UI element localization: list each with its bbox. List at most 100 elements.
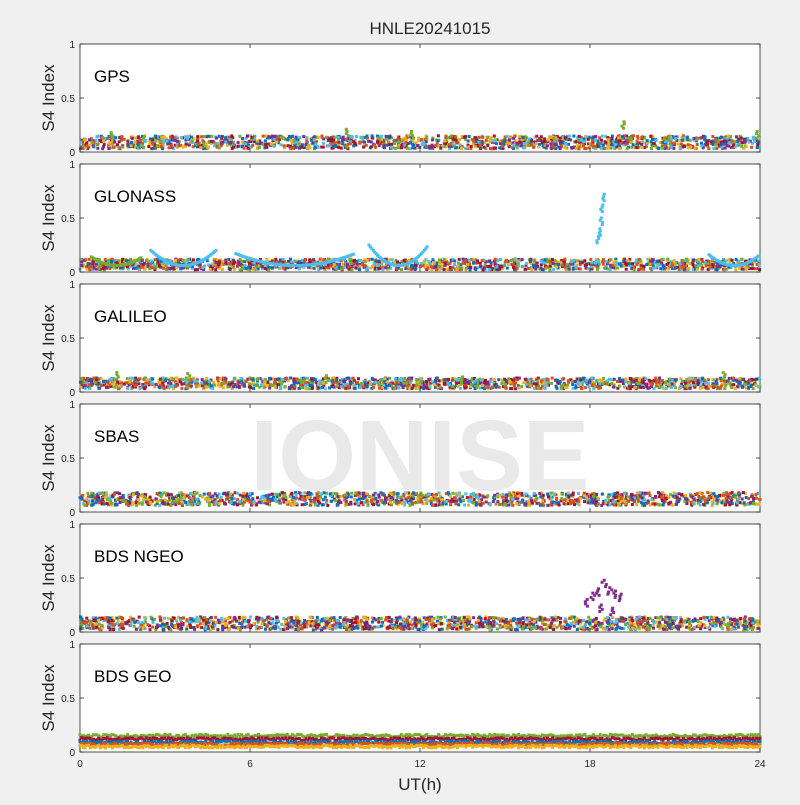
- data-point: [490, 147, 493, 150]
- data-point: [709, 385, 712, 388]
- data-point: [727, 258, 730, 261]
- data-point: [723, 387, 726, 390]
- data-point: [590, 261, 593, 264]
- data-point: [700, 381, 703, 384]
- data-point: [158, 264, 161, 267]
- data-point: [479, 143, 482, 146]
- data-point: [700, 144, 703, 147]
- data-point: [110, 260, 113, 263]
- data-point: [632, 134, 635, 137]
- data-point: [464, 378, 467, 381]
- data-point: [98, 267, 101, 270]
- data-point: [463, 381, 466, 384]
- data-point: [486, 144, 489, 147]
- data-point: [420, 138, 423, 141]
- data-point: [87, 263, 90, 266]
- data-point: [736, 140, 739, 143]
- data-point: [692, 381, 695, 384]
- data-point: [90, 379, 93, 382]
- data-point: [503, 264, 506, 267]
- data-point: [629, 377, 632, 380]
- data-point: [404, 267, 407, 270]
- data-point: [626, 147, 629, 150]
- data-point: [638, 268, 641, 271]
- y-axis-label: S4 Index: [39, 184, 58, 252]
- data-point: [453, 263, 456, 266]
- data-point: [321, 386, 324, 389]
- data-point: [591, 144, 594, 147]
- data-point: [444, 264, 447, 267]
- data-point: [341, 137, 344, 140]
- data-point: [101, 136, 104, 139]
- data-point: [209, 268, 212, 271]
- data-point: [293, 139, 296, 142]
- data-point: [479, 147, 482, 150]
- data-point: [349, 258, 352, 261]
- data-point: [427, 267, 430, 270]
- data-point: [601, 223, 604, 226]
- data-point: [537, 146, 540, 149]
- data-point: [151, 377, 154, 380]
- data-point: [758, 492, 761, 495]
- data-point: [190, 385, 193, 388]
- data-point: [722, 268, 725, 271]
- data-point: [98, 387, 101, 390]
- data-point: [499, 142, 502, 145]
- data-point: [212, 381, 215, 384]
- data-point: [114, 378, 117, 381]
- data-point: [210, 384, 213, 387]
- data-point: [380, 138, 383, 141]
- data-point: [239, 377, 242, 380]
- data-point: [394, 147, 397, 150]
- data-point: [564, 146, 567, 149]
- data-point: [205, 143, 208, 146]
- data-point: [142, 263, 145, 266]
- data-point: [457, 262, 460, 265]
- data-point: [501, 145, 504, 148]
- data-point: [320, 136, 323, 139]
- data-point: [268, 377, 271, 380]
- data-point: [237, 141, 240, 144]
- data-point: [351, 265, 354, 268]
- y-tick-label: 0.5: [61, 94, 75, 105]
- data-point: [744, 382, 747, 385]
- data-point: [340, 147, 343, 150]
- data-point: [430, 146, 433, 149]
- data-point: [636, 146, 639, 149]
- data-point: [296, 378, 299, 381]
- data-point: [387, 141, 390, 144]
- data-point: [585, 263, 588, 266]
- data-point: [520, 144, 523, 147]
- data-point: [431, 138, 434, 141]
- data-point: [685, 378, 688, 381]
- data-point: [489, 380, 492, 383]
- data-point: [306, 377, 309, 380]
- data-point: [503, 378, 506, 381]
- data-point: [528, 382, 531, 385]
- data-point: [583, 140, 586, 143]
- data-point: [460, 382, 463, 385]
- data-point: [703, 138, 706, 141]
- data-point: [458, 258, 461, 261]
- data-point: [445, 135, 448, 138]
- data-point: [429, 378, 432, 381]
- data-point: [743, 138, 746, 141]
- data-point: [238, 135, 241, 138]
- data-point: [648, 380, 651, 383]
- data-point: [443, 378, 446, 381]
- data-point: [714, 139, 717, 142]
- data-point: [261, 265, 264, 268]
- data-point: [642, 386, 645, 389]
- data-point: [79, 381, 82, 384]
- data-point: [111, 138, 114, 141]
- data-point: [417, 139, 420, 142]
- data-point: [592, 387, 595, 390]
- data-point: [512, 263, 515, 266]
- data-point: [603, 199, 606, 202]
- data-point: [737, 385, 740, 388]
- data-point: [226, 386, 229, 389]
- data-point: [738, 377, 741, 380]
- data-point: [305, 136, 308, 139]
- data-point: [350, 268, 353, 271]
- data-point: [460, 147, 463, 150]
